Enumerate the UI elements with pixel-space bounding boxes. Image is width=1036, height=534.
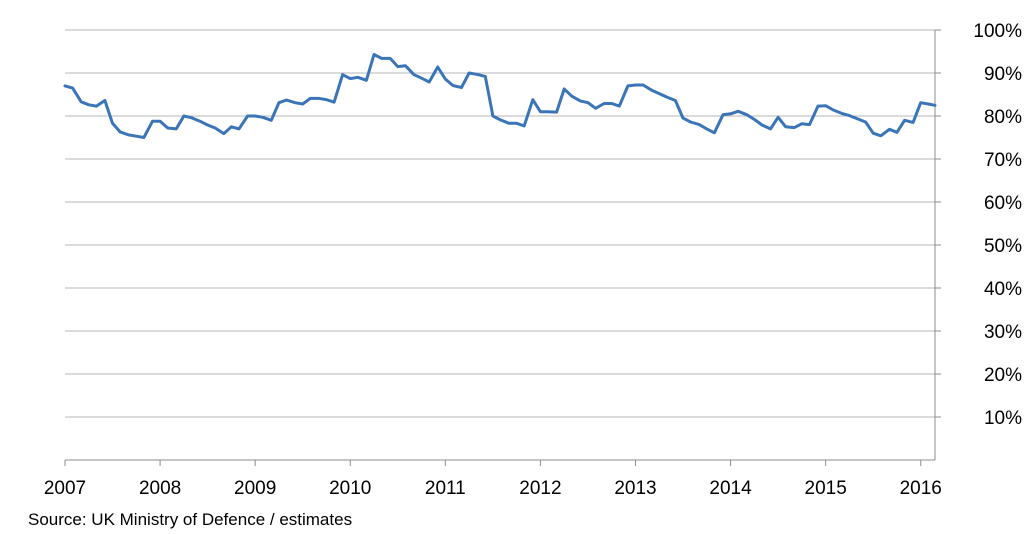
gridlines [65, 29, 935, 418]
x-tick-label: 2012 [519, 478, 561, 499]
y-tick-label: 40% [984, 279, 1022, 300]
x-tick-label: 2014 [709, 478, 752, 499]
y-tick-label: 50% [984, 236, 1022, 257]
y-tick-label: 80% [984, 107, 1022, 128]
y-tick-label: 90% [984, 64, 1022, 85]
x-tick-label: 2011 [425, 478, 466, 499]
x-tick-label: 2016 [900, 478, 942, 499]
x-tick-label: 2008 [139, 478, 181, 499]
y-tick-label: 20% [984, 365, 1022, 386]
y-axis-tick-labels: 10% 20% 30% 40% 50% 60% 70% 80% 90% 100% [973, 21, 1022, 429]
y-tick-label: 60% [984, 193, 1022, 214]
series-line-0 [63, 53, 937, 139]
x-tick-label: 2015 [805, 478, 847, 499]
y-tick-label: 70% [984, 150, 1022, 171]
x-tick-label: 2009 [234, 478, 276, 499]
y-tick-label: 30% [984, 322, 1022, 343]
x-tick-label: 2013 [614, 478, 656, 499]
series-layer [63, 53, 937, 139]
x-tick-label: 2010 [329, 478, 371, 499]
source-note: Source: UK Ministry of Defence / estimat… [28, 510, 353, 529]
axes [64, 29, 941, 466]
y-tick-label: 10% [984, 408, 1022, 429]
line-chart: 10% 20% 30% 40% 50% 60% 70% 80% 90% 100% 2007 2008… [44, 21, 1022, 499]
y-tick-label: 100% [973, 21, 1022, 42]
x-axis-tick-labels: 2007 2008 2009 2010 2011 2012 2013 2014 2015 2016 [44, 478, 942, 499]
x-tick-label: 2007 [44, 478, 86, 499]
